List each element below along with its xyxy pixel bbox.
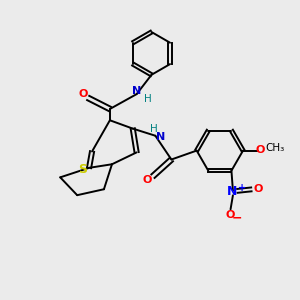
Text: O: O	[78, 89, 88, 99]
Text: +: +	[238, 183, 247, 193]
Text: H: H	[144, 94, 152, 104]
Text: O: O	[256, 145, 265, 155]
Text: N: N	[132, 85, 141, 96]
Text: −: −	[232, 211, 242, 224]
Text: N: N	[156, 132, 165, 142]
Text: H: H	[150, 124, 158, 134]
Text: O: O	[143, 175, 152, 185]
Text: N: N	[227, 185, 238, 198]
Text: O: O	[253, 184, 262, 194]
Text: CH₃: CH₃	[266, 143, 285, 153]
Text: S: S	[78, 163, 87, 176]
Text: O: O	[225, 210, 235, 220]
